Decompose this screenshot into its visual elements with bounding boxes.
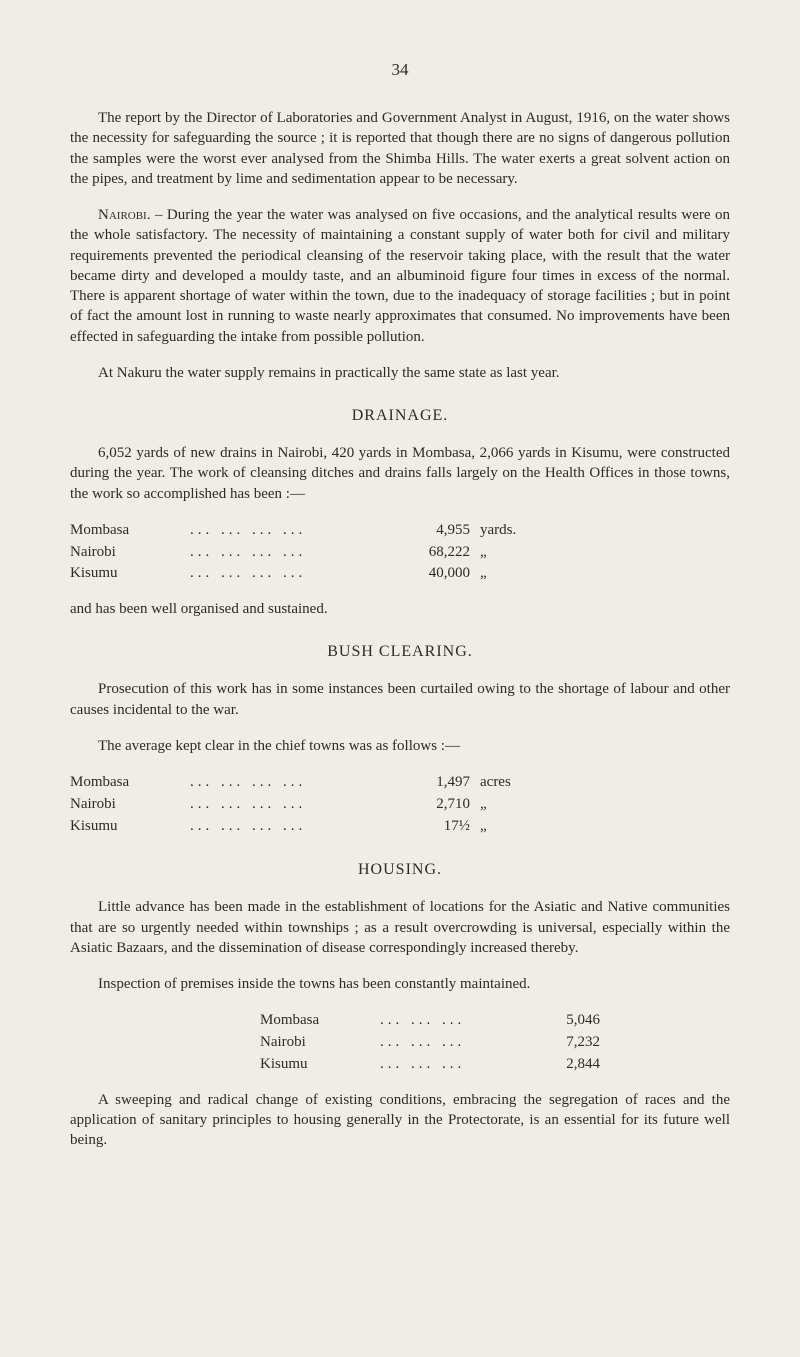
table-row: Kisumu ... ... ... 2,844 bbox=[260, 1054, 730, 1076]
row-dots: ... ... ... bbox=[380, 1010, 530, 1032]
row-label: Mombasa bbox=[260, 1010, 380, 1032]
row-value: 17½ bbox=[380, 816, 480, 838]
document-page: 34 The report by the Director of Laborat… bbox=[0, 0, 800, 1357]
row-unit: „ bbox=[480, 563, 540, 585]
row-label: Kisumu bbox=[260, 1054, 380, 1076]
row-dots: ... ... ... bbox=[380, 1032, 530, 1054]
nairobi-lead: Nairobi. – bbox=[98, 207, 162, 223]
row-label: Kisumu bbox=[70, 816, 190, 838]
table-bush-clearing: Mombasa ... ... ... ... 1,497 acres Nair… bbox=[70, 772, 730, 837]
row-dots: ... ... ... ... bbox=[190, 794, 380, 816]
row-dots: ... ... ... ... bbox=[190, 520, 380, 542]
heading-drainage: DRAINAGE. bbox=[70, 407, 730, 425]
row-dots: ... ... ... ... bbox=[190, 563, 380, 585]
row-unit: „ bbox=[480, 542, 540, 564]
row-value: 2,844 bbox=[530, 1054, 600, 1076]
row-value: 40,000 bbox=[380, 563, 480, 585]
row-unit: yards. bbox=[480, 520, 540, 542]
table-row: Nairobi ... ... ... 7,232 bbox=[260, 1032, 730, 1054]
paragraph-bush-1: Prosecution of this work has in some ins… bbox=[70, 679, 730, 720]
row-dots: ... ... ... ... bbox=[190, 542, 380, 564]
paragraph-housing-2: Inspection of premises inside the towns … bbox=[70, 974, 730, 994]
row-unit: „ bbox=[480, 816, 540, 838]
table-row: Nairobi ... ... ... ... 68,222 „ bbox=[70, 542, 730, 564]
row-label: Mombasa bbox=[70, 772, 190, 794]
paragraph-report-director: The report by the Director of Laboratori… bbox=[70, 108, 730, 189]
row-value: 68,222 bbox=[380, 542, 480, 564]
table-row: Mombasa ... ... ... ... 4,955 yards. bbox=[70, 520, 730, 542]
paragraph-nakuru: At Nakuru the water supply remains in pr… bbox=[70, 363, 730, 383]
paragraph-drainage-outro: and has been well organised and sustaine… bbox=[70, 599, 730, 619]
row-value: 5,046 bbox=[530, 1010, 600, 1032]
heading-housing: HOUSING. bbox=[70, 861, 730, 879]
row-label: Kisumu bbox=[70, 563, 190, 585]
row-value: 7,232 bbox=[530, 1032, 600, 1054]
heading-bush-clearing: BUSH CLEARING. bbox=[70, 643, 730, 661]
row-unit: acres bbox=[480, 772, 540, 794]
table-row: Kisumu ... ... ... ... 17½ „ bbox=[70, 816, 730, 838]
row-label: Nairobi bbox=[260, 1032, 380, 1054]
row-label: Mombasa bbox=[70, 520, 190, 542]
row-dots: ... ... ... ... bbox=[190, 816, 380, 838]
row-unit: „ bbox=[480, 794, 540, 816]
table-row: Nairobi ... ... ... ... 2,710 „ bbox=[70, 794, 730, 816]
row-value: 1,497 bbox=[380, 772, 480, 794]
table-housing-inspection: Mombasa ... ... ... 5,046 Nairobi ... ..… bbox=[260, 1010, 730, 1075]
table-row: Mombasa ... ... ... 5,046 bbox=[260, 1010, 730, 1032]
table-drainage: Mombasa ... ... ... ... 4,955 yards. Nai… bbox=[70, 520, 730, 585]
row-dots: ... ... ... ... bbox=[190, 772, 380, 794]
row-value: 4,955 bbox=[380, 520, 480, 542]
row-label: Nairobi bbox=[70, 542, 190, 564]
table-row: Kisumu ... ... ... ... 40,000 „ bbox=[70, 563, 730, 585]
paragraph-drainage-intro: 6,052 yards of new drains in Nairobi, 42… bbox=[70, 443, 730, 504]
paragraph-housing-1: Little advance has been made in the esta… bbox=[70, 897, 730, 958]
row-dots: ... ... ... bbox=[380, 1054, 530, 1076]
paragraph-bush-2: The average kept clear in the chief town… bbox=[70, 736, 730, 756]
table-row: Mombasa ... ... ... ... 1,497 acres bbox=[70, 772, 730, 794]
page-number: 34 bbox=[70, 60, 730, 80]
paragraph-nairobi-water: Nairobi. – During the year the water was… bbox=[70, 205, 730, 347]
row-value: 2,710 bbox=[380, 794, 480, 816]
row-label: Nairobi bbox=[70, 794, 190, 816]
nairobi-body: During the year the water was analysed o… bbox=[70, 207, 730, 345]
paragraph-housing-3: A sweeping and radical change of existin… bbox=[70, 1090, 730, 1151]
